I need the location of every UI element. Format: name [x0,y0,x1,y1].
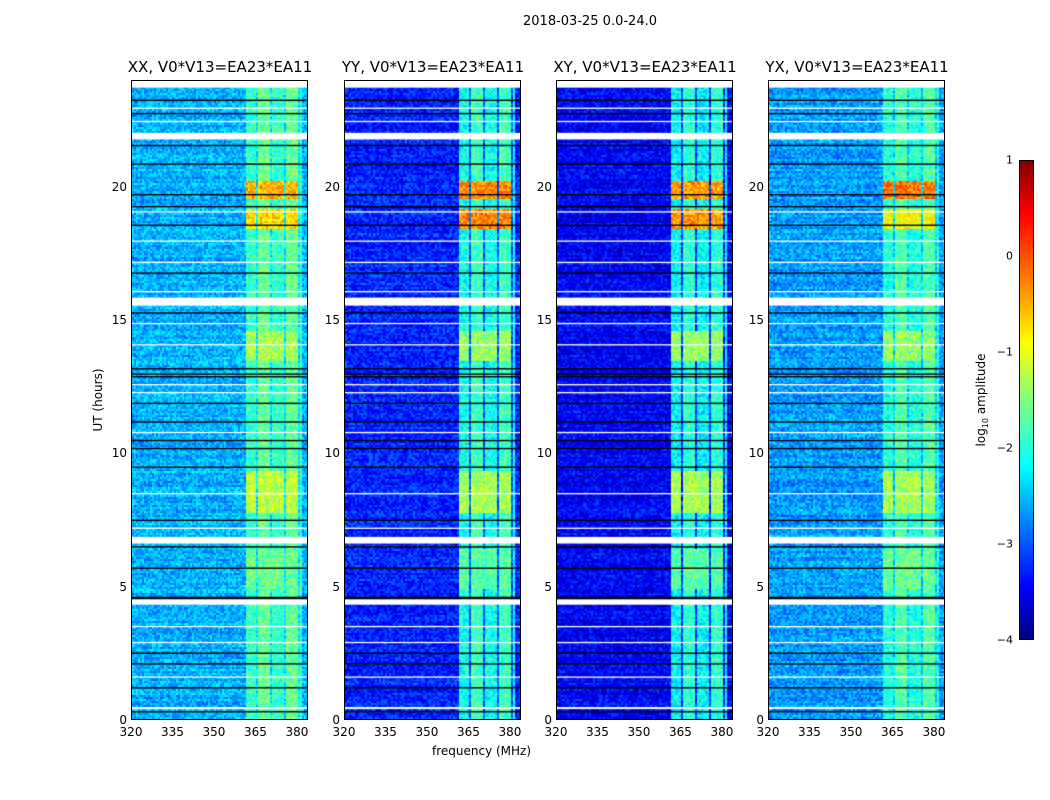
y-tick-label: 5 [544,579,552,594]
y-tick-label: 0 [756,713,764,727]
colorbar-tick-label: −3 [996,537,1013,551]
figure-title: 2018-03-25 0.0-24.0 [523,14,657,29]
panel-title-xy: XY, V0*V13=EA23*EA11 [553,58,737,76]
x-tick-label: 320 [119,725,143,739]
colorbar-tick-label: 0 [1006,249,1013,263]
y-tick-label: 5 [756,579,764,594]
colorbar-tick-label: 1 [1006,153,1013,167]
colorbar-label: log10 amplitude [974,354,990,447]
x-tick-label: 320 [332,725,356,739]
x-tick-label: 380 [498,725,522,739]
x-tick-label: 320 [544,725,568,739]
x-tick-label: 365 [669,725,692,739]
x-tick-label: 335 [586,725,609,739]
panel-title-yy: YY, V0*V13=EA23*EA11 [341,58,525,76]
y-tick-label: 10 [324,446,340,461]
y-axis-label: UT (hours) [91,368,105,432]
y-tick-label: 15 [748,313,764,327]
y-tick-label: 20 [536,179,552,194]
colorbar-tick-label: −4 [996,633,1013,647]
panel-title-yx: YX, V0*V13=EA23*EA11 [765,58,949,76]
y-tick-label: 10 [111,446,127,461]
y-tick-label: 20 [111,179,127,194]
y-tick-label: 15 [536,313,552,327]
x-tick-label: 350 [202,725,226,739]
heatmap-yx [769,81,944,719]
x-tick-label: 365 [244,725,267,739]
heatmap-panel-yx [768,80,945,720]
colorbar-label-sub: 10 [981,417,991,429]
y-tick-label: 5 [332,579,340,594]
y-tick-label: 0 [332,713,340,727]
x-tick-label: 335 [374,725,397,739]
y-tick-label: 15 [111,313,127,327]
x-tick-label: 350 [839,725,863,739]
heatmap-yy [345,81,520,719]
x-tick-label: 335 [798,725,821,739]
heatmap-panel-yy [344,80,521,720]
x-tick-label: 365 [881,725,904,739]
heatmap-xy [557,81,732,719]
x-tick-label: 320 [756,725,780,739]
y-tick-label: 0 [544,713,552,727]
x-axis-label: frequency (MHz) [432,744,532,758]
y-tick-label: 20 [748,179,764,194]
y-tick-label: 20 [324,179,340,194]
y-tick-label: 0 [119,713,127,727]
heatmap-panel-xy [556,80,733,720]
y-tick-label: 15 [324,313,340,327]
x-tick-label: 350 [415,725,439,739]
heatmap-xx [132,81,307,719]
colorbar [1019,160,1034,640]
colorbar-label-log: log [973,428,988,447]
x-tick-label: 380 [710,725,734,739]
colorbar-label-rest: amplitude [973,353,988,418]
colorbar-tick-label: −1 [996,345,1013,359]
y-tick-label: 5 [119,579,127,594]
y-tick-label: 10 [748,446,764,461]
x-tick-label: 350 [627,725,651,739]
heatmap-panel-xx [131,80,308,720]
colorbar-tick-label: −2 [996,441,1013,455]
y-tick-label: 10 [536,446,552,461]
x-tick-label: 365 [457,725,480,739]
panel-title-xx: XX, V0*V13=EA23*EA11 [127,58,313,76]
x-tick-label: 335 [161,725,184,739]
x-tick-label: 380 [922,725,946,739]
x-tick-label: 380 [285,725,309,739]
